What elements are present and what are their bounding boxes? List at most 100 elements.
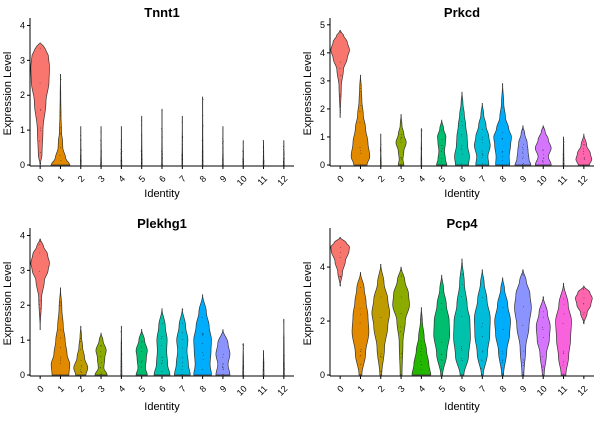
jitter-points-cluster-5 bbox=[140, 329, 143, 368]
violin-cluster-5 bbox=[433, 274, 450, 376]
x-tick-label: 7 bbox=[177, 384, 188, 395]
x-tick-label: 8 bbox=[498, 174, 509, 185]
y-tick-label: 3 bbox=[20, 265, 25, 275]
x-axis-title: Identity bbox=[444, 401, 480, 413]
y-tick-label: 0 bbox=[320, 370, 325, 380]
jitter-points-cluster-4 bbox=[120, 331, 123, 376]
jitter-points-cluster-8 bbox=[501, 83, 504, 166]
x-tick-label: 2 bbox=[76, 384, 87, 395]
jitter-points-cluster-7 bbox=[181, 121, 184, 160]
jitter-points-cluster-0 bbox=[339, 237, 341, 287]
jitter-points-cluster-6 bbox=[461, 114, 463, 164]
x-tick-label: 0 bbox=[35, 384, 46, 395]
violin-cluster-2 bbox=[73, 325, 89, 376]
violin-cluster-0 bbox=[330, 237, 350, 287]
violin-cluster-12 bbox=[575, 133, 593, 166]
jitter-points-cluster-2 bbox=[79, 326, 82, 373]
y-tick-label: 5 bbox=[320, 20, 325, 30]
violin-cluster-5 bbox=[140, 115, 143, 166]
x-tick-label: 10 bbox=[235, 174, 249, 188]
x-tick-label: 5 bbox=[437, 384, 448, 395]
y-tick-label: 4 bbox=[20, 230, 25, 240]
x-tick-label: 4 bbox=[416, 384, 427, 395]
jitter-points-cluster-12 bbox=[582, 141, 585, 166]
x-tick-label: 11 bbox=[556, 174, 570, 188]
violin-cluster-10 bbox=[534, 125, 552, 166]
violin-cluster-9 bbox=[215, 329, 231, 376]
y-tick-label: 2 bbox=[20, 300, 25, 310]
y-tick-label: 0 bbox=[20, 160, 25, 170]
violin-cluster-5 bbox=[135, 329, 148, 376]
y-tick-label: 3 bbox=[320, 76, 325, 86]
violin-cluster-1 bbox=[350, 74, 371, 166]
y-tick-label: 0 bbox=[320, 160, 325, 170]
violin-cluster-9 bbox=[514, 269, 532, 376]
violin-cluster-10 bbox=[535, 296, 551, 376]
x-tick-label: 6 bbox=[457, 384, 468, 395]
violin-cluster-10 bbox=[242, 140, 244, 166]
violin-cluster-6 bbox=[454, 91, 470, 166]
x-axis-title: Identity bbox=[444, 188, 480, 200]
panel-title: Tnnt1 bbox=[144, 5, 179, 20]
y-tick-label: 1 bbox=[20, 125, 25, 135]
jitter-points-cluster-7 bbox=[481, 129, 484, 164]
violin-cluster-1 bbox=[351, 272, 370, 376]
violin-cluster-2 bbox=[380, 133, 382, 166]
x-tick-label: 10 bbox=[235, 384, 249, 398]
jitter-points-cluster-12 bbox=[283, 320, 285, 374]
y-tick-label: 1 bbox=[20, 335, 25, 345]
y-axis-title: Expression Level bbox=[302, 262, 314, 346]
y-tick-label: 2 bbox=[320, 316, 325, 326]
jitter-points-cluster-1 bbox=[359, 287, 362, 376]
x-tick-label: 0 bbox=[335, 174, 346, 185]
x-tick-label: 11 bbox=[256, 384, 270, 398]
violin-cluster-1 bbox=[50, 287, 71, 376]
violin-cluster-12 bbox=[283, 318, 285, 376]
violin-cluster-6 bbox=[161, 108, 163, 166]
violin-cluster-11 bbox=[562, 136, 565, 166]
violin-cluster-4 bbox=[120, 126, 123, 166]
jitter-points-cluster-10 bbox=[542, 127, 545, 166]
jitter-points-cluster-0 bbox=[39, 239, 41, 316]
jitter-points-cluster-7 bbox=[181, 309, 184, 375]
x-tick-label: 1 bbox=[56, 174, 67, 185]
jitter-points-cluster-2 bbox=[380, 264, 382, 372]
jitter-points-cluster-11 bbox=[562, 298, 565, 375]
jitter-points-cluster-9 bbox=[522, 273, 524, 376]
violin-cluster-10 bbox=[242, 343, 245, 376]
x-tick-label: 4 bbox=[416, 174, 427, 185]
jitter-points-cluster-5 bbox=[440, 291, 443, 370]
x-tick-label: 2 bbox=[76, 174, 87, 185]
jitter-points-cluster-8 bbox=[201, 317, 204, 370]
violin-cluster-2 bbox=[371, 264, 390, 376]
x-tick-label: 0 bbox=[35, 174, 46, 185]
x-tick-label: 9 bbox=[218, 384, 229, 395]
violin-cluster-0 bbox=[330, 30, 350, 118]
violin-cluster-4 bbox=[120, 325, 123, 376]
violin-cluster-3 bbox=[94, 332, 108, 376]
jitter-points-cluster-4 bbox=[420, 130, 423, 166]
y-tick-label: 1 bbox=[320, 132, 325, 142]
y-axis-title: Expression Level bbox=[2, 262, 14, 346]
violin-cluster-5 bbox=[436, 119, 448, 166]
jitter-points-cluster-12 bbox=[282, 146, 285, 166]
violin-cluster-3 bbox=[395, 114, 407, 166]
violin-cluster-8 bbox=[494, 277, 511, 376]
x-axis-title: Identity bbox=[144, 188, 180, 200]
jitter-points-cluster-10 bbox=[542, 297, 544, 371]
jitter-points-cluster-5 bbox=[441, 130, 443, 166]
x-tick-label: 5 bbox=[437, 174, 448, 185]
jitter-points-cluster-2 bbox=[80, 135, 82, 162]
panel-title: Plekhg1 bbox=[137, 216, 187, 231]
jitter-points-cluster-0 bbox=[39, 47, 42, 165]
x-tick-label: 6 bbox=[457, 174, 468, 185]
x-tick-label: 12 bbox=[275, 174, 289, 188]
x-tick-label: 8 bbox=[498, 384, 509, 395]
x-tick-label: 9 bbox=[518, 174, 529, 185]
x-tick-label: 9 bbox=[218, 174, 229, 185]
x-tick-label: 12 bbox=[575, 174, 589, 188]
